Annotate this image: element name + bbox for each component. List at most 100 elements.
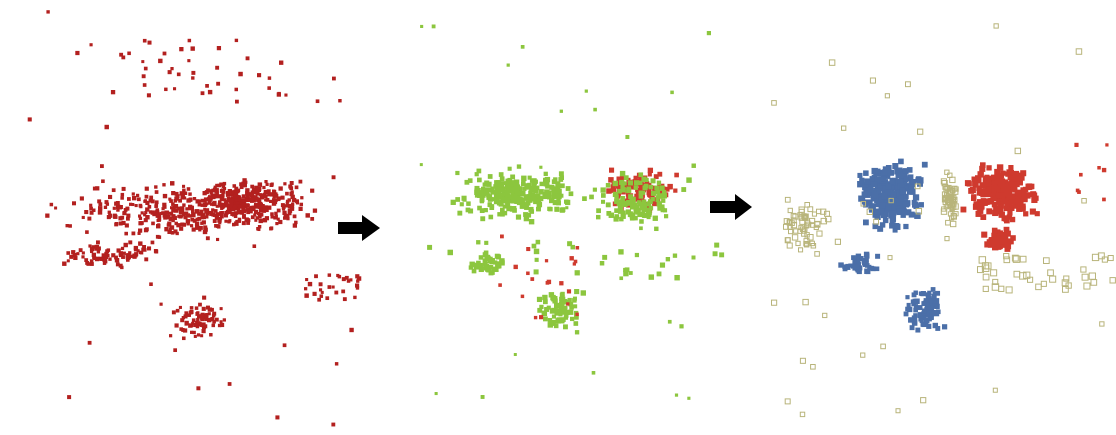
point	[834, 238, 842, 245]
point	[171, 310, 176, 315]
point	[246, 207, 250, 212]
point	[997, 230, 1003, 236]
point	[539, 181, 544, 187]
point	[209, 191, 213, 195]
point	[1062, 286, 1069, 293]
point	[269, 192, 275, 197]
point	[291, 202, 295, 206]
point	[487, 174, 493, 179]
point	[559, 281, 564, 286]
point	[195, 209, 200, 214]
point	[714, 242, 720, 248]
point	[977, 208, 984, 214]
point	[1081, 273, 1089, 281]
point	[573, 304, 578, 309]
point	[228, 219, 232, 223]
point	[139, 205, 143, 209]
point	[484, 264, 490, 270]
point	[263, 192, 267, 197]
point	[269, 226, 274, 230]
point	[427, 244, 433, 250]
point	[220, 194, 224, 198]
point	[89, 43, 93, 47]
point	[628, 271, 633, 275]
point	[267, 76, 272, 80]
point	[539, 315, 544, 320]
point	[305, 278, 309, 282]
point	[187, 313, 191, 317]
point	[245, 203, 250, 208]
point	[181, 316, 186, 320]
point	[617, 188, 622, 194]
point	[116, 248, 121, 253]
point	[489, 205, 495, 211]
point	[254, 189, 259, 194]
point	[124, 231, 128, 236]
point	[536, 207, 541, 212]
point	[920, 291, 926, 297]
point	[498, 193, 503, 198]
point	[551, 190, 558, 196]
point	[319, 294, 324, 298]
point	[213, 213, 217, 217]
point	[949, 206, 955, 212]
point	[466, 201, 471, 206]
point	[477, 177, 482, 183]
point	[542, 194, 548, 200]
point	[114, 201, 119, 206]
point	[944, 185, 951, 191]
point	[497, 212, 502, 217]
point	[195, 217, 200, 222]
point	[674, 172, 679, 178]
point	[234, 198, 238, 202]
point	[203, 207, 207, 211]
point	[191, 209, 195, 213]
point	[508, 197, 513, 202]
point	[1011, 254, 1019, 262]
point	[138, 221, 143, 226]
point	[522, 202, 529, 209]
point	[287, 211, 292, 216]
point	[231, 212, 236, 217]
point	[267, 206, 271, 210]
point	[251, 191, 255, 195]
point	[178, 305, 182, 309]
point	[902, 201, 910, 208]
point	[223, 198, 227, 202]
point	[1027, 276, 1034, 283]
point	[875, 253, 881, 259]
point	[983, 176, 990, 182]
point	[485, 255, 491, 262]
point	[1097, 166, 1101, 170]
point	[197, 321, 201, 325]
point	[911, 315, 918, 321]
point	[274, 214, 278, 218]
point	[915, 177, 921, 183]
point	[147, 246, 152, 251]
point	[514, 199, 520, 205]
point	[142, 38, 147, 43]
point	[344, 275, 349, 280]
point	[171, 202, 175, 206]
point	[881, 176, 887, 182]
point	[73, 255, 77, 259]
point	[513, 184, 517, 188]
point	[190, 224, 194, 228]
point	[569, 305, 574, 310]
point	[862, 182, 869, 188]
point	[193, 334, 197, 338]
point	[995, 244, 1001, 250]
point	[547, 194, 552, 200]
point	[262, 217, 268, 223]
point	[905, 306, 910, 312]
point	[1003, 216, 1009, 222]
point	[901, 171, 908, 179]
point	[285, 213, 289, 218]
point	[492, 189, 497, 195]
point	[178, 198, 183, 203]
point	[619, 174, 626, 181]
point	[869, 77, 876, 84]
point	[289, 191, 294, 197]
point	[620, 213, 626, 219]
point	[911, 199, 917, 205]
